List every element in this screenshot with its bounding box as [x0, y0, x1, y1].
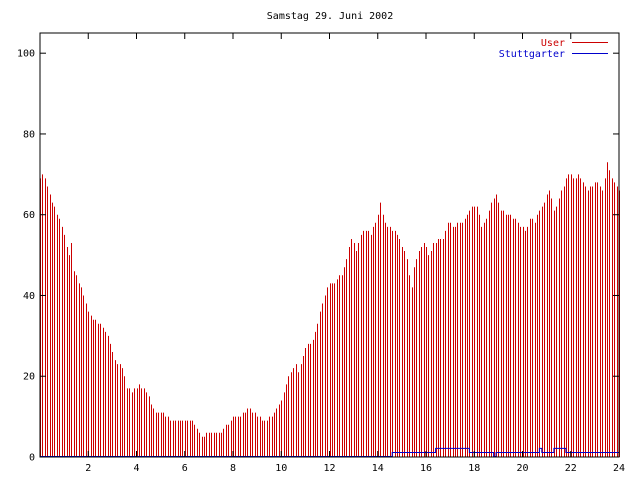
x-tick-label: 24 — [613, 463, 625, 474]
stuttgarter-line-layer — [40, 447, 619, 457]
legend-user-label: User — [541, 38, 565, 49]
legend-stuttgarter-label: Stuttgarter — [499, 49, 565, 60]
chart-title: Samstag 29. Juni 2002 — [267, 11, 393, 22]
x-tick-label: 14 — [372, 463, 384, 474]
x-tick-label: 8 — [230, 463, 236, 474]
y-tick-label: 0 — [29, 453, 35, 464]
x-tick-label: 16 — [420, 463, 432, 474]
y-tick-label: 80 — [23, 129, 35, 140]
x-tick-label: 2 — [85, 463, 91, 474]
x-tick-label: 10 — [275, 463, 287, 474]
y-tick-label: 40 — [23, 291, 35, 302]
user-bars-layer — [40, 162, 620, 457]
x-tick-label: 22 — [565, 463, 577, 474]
stuttgarter-series-line — [40, 447, 619, 457]
x-tick-label: 18 — [468, 463, 480, 474]
y-tick-label: 100 — [17, 49, 35, 60]
x-tick-label: 4 — [133, 463, 139, 474]
legend: User Stuttgarter — [499, 38, 608, 60]
y-tick-label: 60 — [23, 210, 35, 221]
x-tick-label: 12 — [323, 463, 335, 474]
x-tick-label: 20 — [516, 463, 528, 474]
x-tick-label: 6 — [182, 463, 188, 474]
y-tick-label: 20 — [23, 372, 35, 383]
